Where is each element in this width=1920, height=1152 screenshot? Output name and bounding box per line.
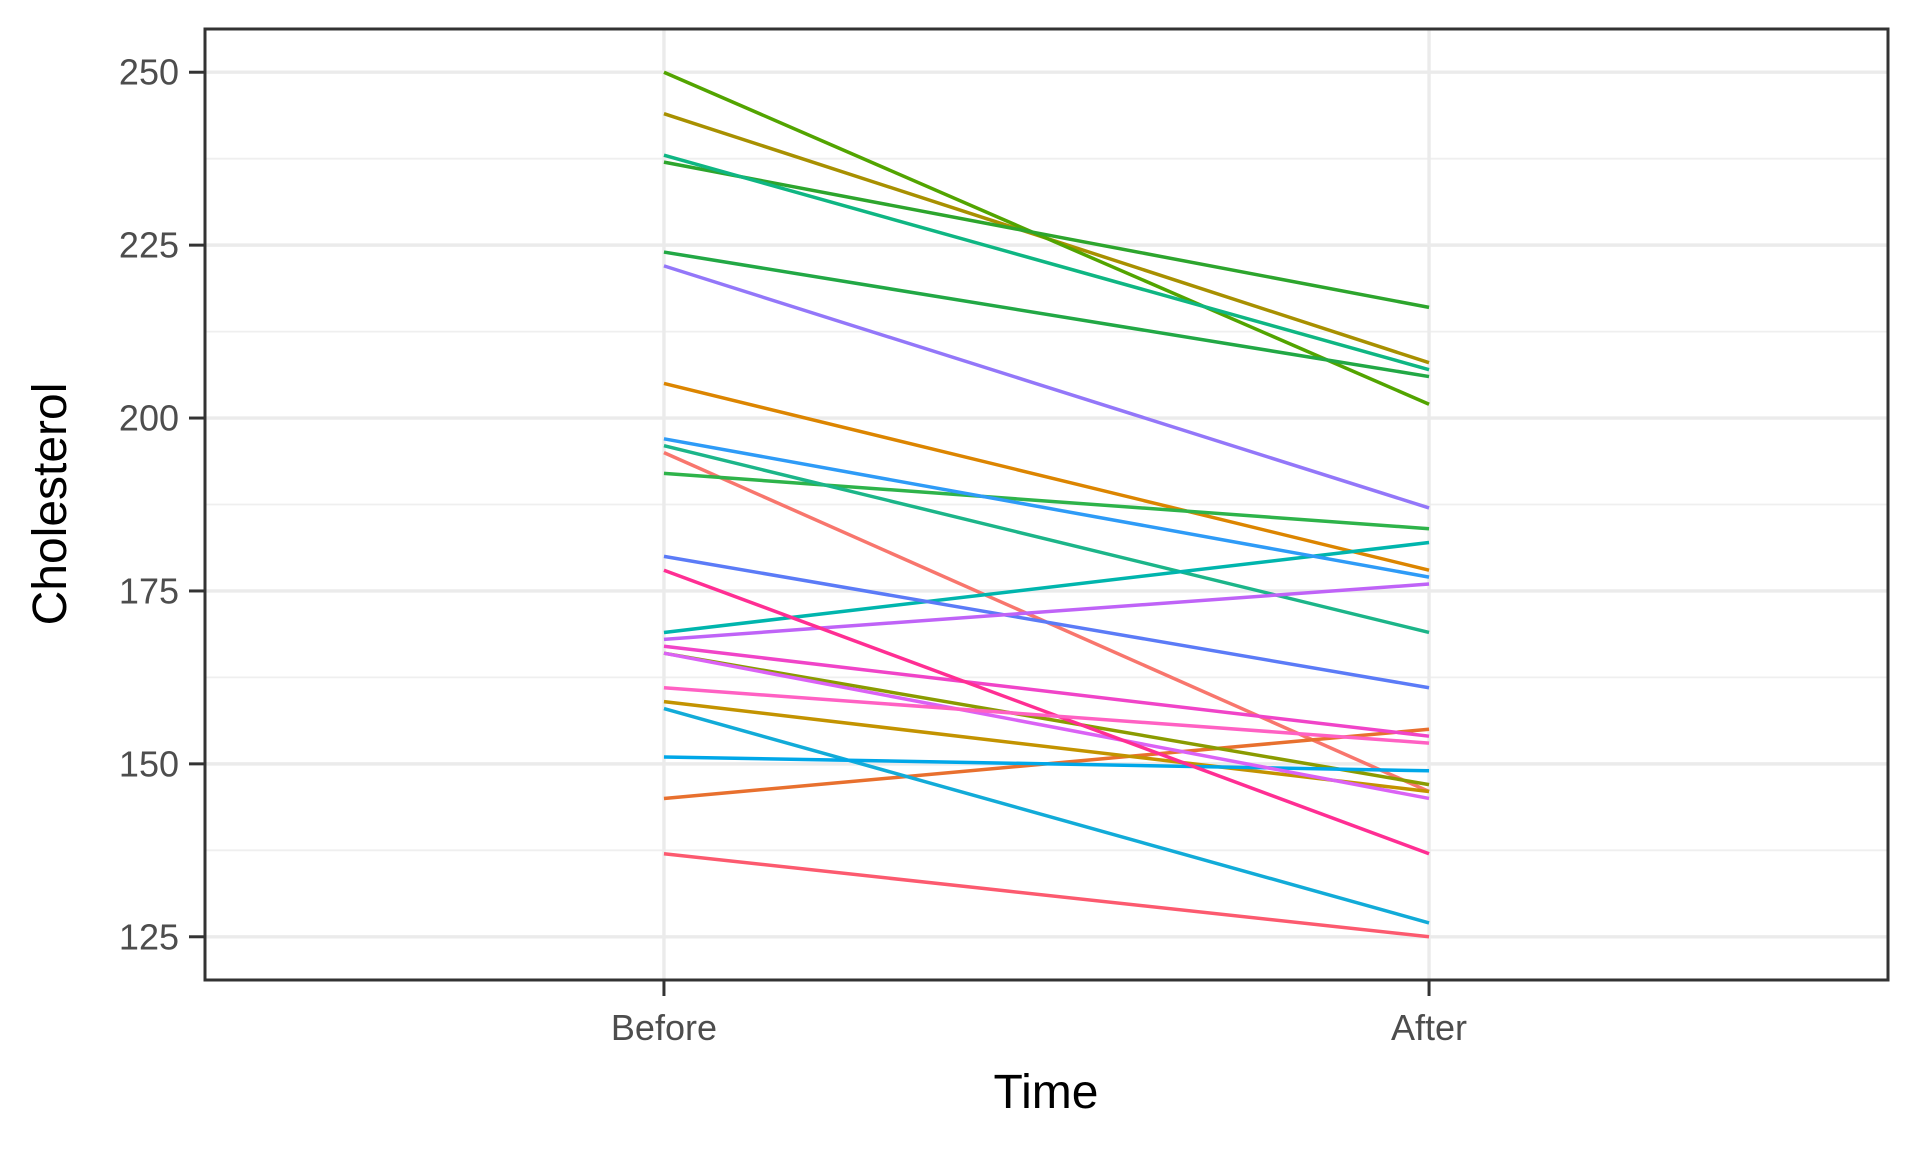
y-tick-label: 175 [119,570,179,611]
axis-tick-labels: 125 150 175 200 225 250 Before After [119,52,1467,1048]
panel-border [203,27,1890,982]
subject-line [663,160,1430,310]
panel-border-rect [203,27,1890,982]
y-tick-label: 200 [119,398,179,439]
y-tick-label: 250 [119,52,179,93]
subject-line [663,644,1430,738]
y-tick-label: 225 [119,225,179,266]
subject-line [663,852,1430,939]
subject-line [663,264,1430,510]
subject-line [663,568,1430,856]
y-axis-title: Cholesterol [24,383,77,626]
y-tick-label: 125 [119,916,179,957]
subject-line [663,686,1430,745]
subject-line [663,554,1430,690]
subject-line [663,755,1430,773]
subject-line [663,381,1430,572]
x-tick-label: After [1391,1007,1467,1048]
subject-line [663,582,1430,642]
subject-line [663,437,1430,579]
y-tick-label: 150 [119,743,179,784]
x-tick-label: Before [611,1007,717,1048]
subject-line [663,70,1430,406]
subject-line [663,651,1430,801]
subject-line [663,706,1430,925]
gridlines [205,29,1888,980]
subject-line [663,444,1430,635]
subject-line [663,651,1430,787]
subject-line [663,250,1430,379]
subject-line [663,471,1430,531]
subject-lines [663,70,1430,939]
subject-line [663,153,1430,372]
axis-ticks [189,70,1431,996]
x-axis-title: Time [994,1066,1099,1119]
subject-line [663,699,1430,794]
